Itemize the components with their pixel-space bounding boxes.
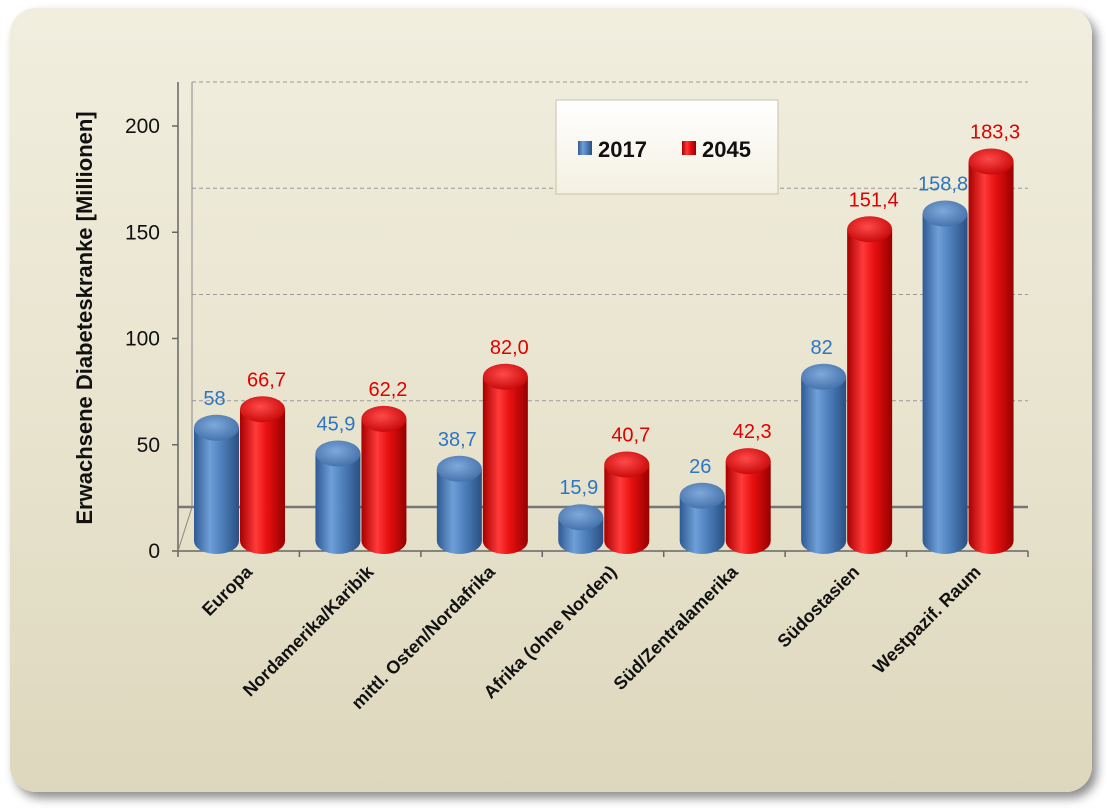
y-tick-label: 100	[125, 328, 160, 351]
bar-2045-0	[240, 396, 285, 554]
bar-body	[436, 468, 482, 554]
data-label-2045: 62,2	[368, 379, 407, 401]
data-label-2017: 15,9	[559, 477, 598, 499]
y-tick-label: 200	[125, 115, 160, 138]
y-tick-label: 0	[148, 540, 160, 563]
legend: 2017 2045	[555, 99, 779, 195]
bar-body	[968, 161, 1014, 555]
bars	[194, 148, 1014, 555]
bar-cap	[725, 448, 771, 475]
x-category-label: Südostasien	[773, 562, 863, 652]
bar-2045-1	[361, 405, 407, 554]
y-tick-label: 150	[125, 221, 160, 244]
floor-edge	[177, 506, 193, 552]
data-label-2045: 183,3	[970, 121, 1020, 143]
bar-2017-6	[922, 200, 968, 555]
data-label-2045: 82,0	[490, 337, 529, 359]
x-category-label: Europa	[198, 561, 257, 620]
bar-2017-2	[436, 455, 482, 554]
x-category-label: mittl. Osten/Nordafrika	[348, 561, 500, 713]
data-label-2017: 38,7	[438, 429, 477, 451]
bar-cap	[922, 200, 968, 227]
data-label-2045: 151,4	[849, 189, 899, 211]
x-category-label: Süd/Zentralamerika	[610, 561, 743, 694]
data-label-2017: 58	[203, 388, 225, 410]
bar-2045-2	[482, 363, 528, 554]
bar-cap	[361, 405, 407, 432]
bar-2017-0	[194, 414, 240, 554]
y-axis-title: Erwachsene Diabeteskranke [Millionen]	[72, 111, 97, 524]
bar-body	[361, 418, 407, 554]
data-label-2017: 45,9	[316, 413, 355, 435]
bar-cap	[240, 396, 285, 423]
data-label-2045: 40,7	[611, 425, 650, 447]
bar-body	[240, 409, 285, 554]
bar-cap	[679, 482, 725, 509]
bar-2045-3	[604, 451, 650, 554]
bar-cap	[558, 504, 604, 531]
legend-swatch-2017	[578, 141, 592, 155]
bar-2045-5	[847, 216, 893, 554]
legend-box	[555, 99, 779, 195]
legend-swatch-2045	[682, 141, 696, 155]
bar-2045-6	[968, 148, 1014, 555]
bar-cap	[194, 414, 239, 441]
data-label-2017: 26	[689, 456, 711, 478]
data-label-2045: 42,3	[733, 421, 772, 443]
bar-cap	[604, 451, 650, 478]
legend-label-2045: 2045	[702, 137, 751, 162]
x-category-label: Afrika (ohne Norden)	[480, 562, 621, 703]
bar-2045-4	[725, 448, 771, 554]
bar-2017-4	[679, 482, 725, 554]
bar-cap	[482, 363, 528, 390]
x-category-label: Westpazif. Raum	[869, 562, 985, 678]
bar-cap	[801, 363, 847, 390]
bar-body	[194, 427, 240, 554]
bar-cap	[436, 455, 482, 482]
data-label-2017: 158,8	[918, 174, 968, 196]
bar-cap	[847, 216, 893, 243]
bar-body	[604, 464, 650, 554]
bar-cap	[315, 440, 361, 467]
bar-2017-3	[558, 504, 604, 554]
bar-2017-5	[801, 363, 847, 554]
bar-body	[922, 213, 968, 555]
legend-label-2017: 2017	[598, 137, 647, 162]
x-category-label: Nordamerika/Karibik	[239, 561, 378, 700]
data-label-2017: 82	[811, 337, 833, 359]
bar-body	[801, 376, 847, 554]
data-label-2045: 66,7	[247, 369, 286, 391]
bar-body	[482, 376, 528, 554]
bar-body	[725, 461, 771, 554]
y-axis-ticks: 0 50 100 150 200	[125, 115, 178, 563]
bar-2017-1	[315, 440, 361, 554]
y-tick-label: 50	[137, 434, 160, 457]
bar-cap	[968, 148, 1014, 175]
axes	[177, 82, 1029, 557]
data-labels: 58 66,7 45,9 62,2 38,7 82,0 15,9 40,7 26 42,3 82 15…	[203, 121, 1020, 499]
bar-body	[847, 229, 893, 554]
bar-body	[315, 453, 361, 554]
chart-card	[10, 8, 1092, 792]
bar-body	[679, 495, 725, 554]
